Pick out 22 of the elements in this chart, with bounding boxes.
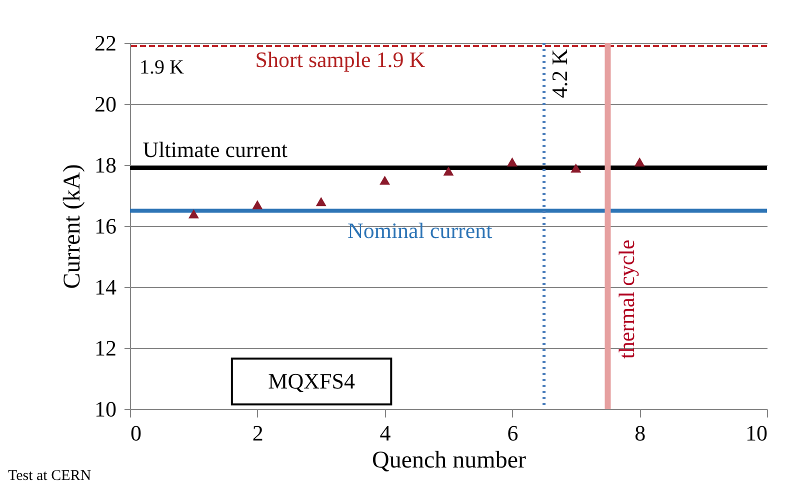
y-tick-label: 20 bbox=[94, 92, 116, 116]
y-tick-label: 14 bbox=[94, 274, 116, 300]
text: Test at CERN bbox=[8, 468, 92, 484]
annotation: 1.9 K bbox=[140, 56, 185, 78]
y-tick-label: 16 bbox=[94, 214, 116, 238]
ref-line-label: thermal cycle bbox=[614, 240, 639, 359]
x-tick-label: 10 bbox=[746, 420, 768, 446]
y-axis-title: Current (kA) bbox=[60, 164, 86, 289]
x-tick-label: 6 bbox=[507, 420, 518, 446]
x-tick-label: 4 bbox=[380, 420, 391, 446]
x-tick-label: 0 bbox=[130, 420, 142, 446]
ref-line-label: Ultimate current bbox=[142, 137, 288, 162]
ref-line-label: 4.2 K bbox=[546, 48, 572, 98]
ref-line-label: Short sample 1.9 K bbox=[255, 47, 426, 72]
y-tick-label: 10 bbox=[94, 396, 116, 422]
x-tick-label: 8 bbox=[634, 420, 646, 446]
y-tick-label: 22 bbox=[94, 30, 116, 56]
y-tick-label: 12 bbox=[94, 336, 116, 360]
x-axis-title: Quench number bbox=[372, 448, 526, 474]
x-tick-label: 2 bbox=[252, 420, 264, 446]
annotation: MQXFS4 bbox=[268, 368, 355, 394]
y-tick-label: 18 bbox=[94, 152, 116, 178]
